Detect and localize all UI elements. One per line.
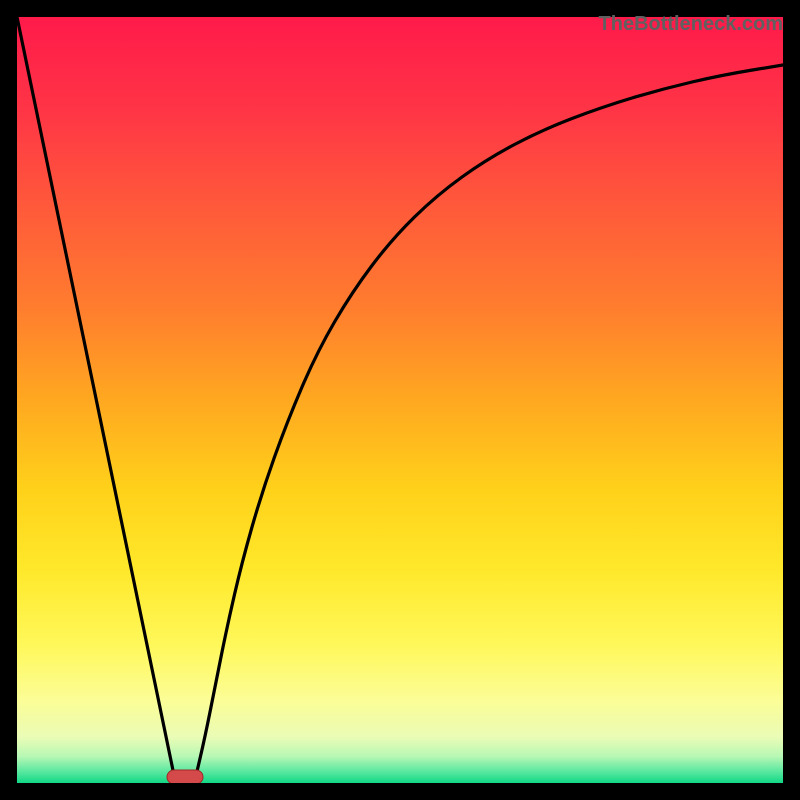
minimum-marker [167, 770, 203, 783]
plot-area: TheBottleneck.com [17, 17, 783, 783]
watermark-text: TheBottleneck.com [599, 13, 783, 36]
gradient-background [17, 17, 783, 783]
chart-container: TheBottleneck.com [0, 0, 800, 800]
chart-svg [17, 17, 783, 783]
